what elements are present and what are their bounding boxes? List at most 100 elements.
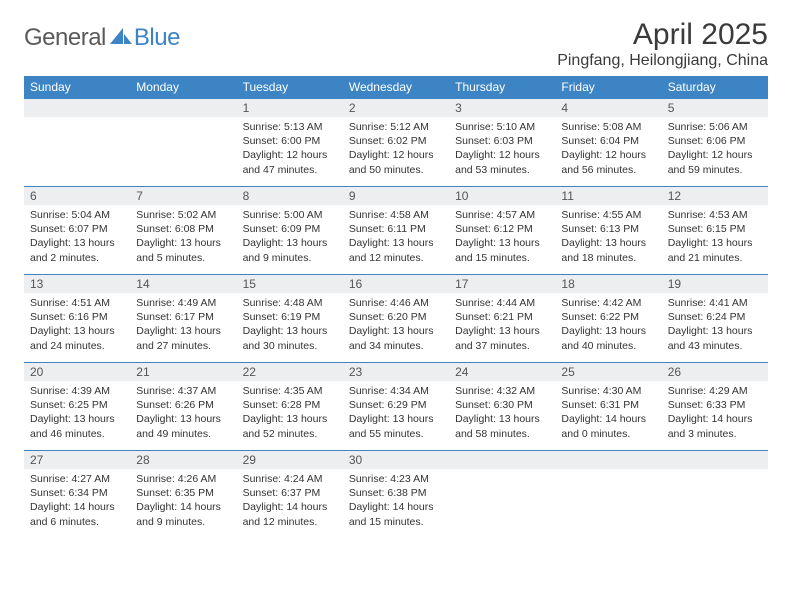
sunset-value: 6:11 PM — [387, 223, 425, 235]
sunset-label: Sunset: — [30, 311, 66, 323]
sunrise-line: Sunrise: 5:10 AM — [455, 120, 549, 134]
sunrise-label: Sunrise: — [668, 209, 707, 221]
sunrise-line: Sunrise: 4:27 AM — [30, 472, 124, 486]
day-details: Sunrise: 5:04 AMSunset: 6:07 PMDaylight:… — [24, 205, 130, 271]
sunset-line: Sunset: 6:16 PM — [30, 310, 124, 324]
daylight-line: Daylight: 13 hours and 9 minutes. — [243, 236, 337, 264]
dayhead-fri: Friday — [555, 76, 661, 99]
daylight-label: Daylight: — [561, 237, 602, 249]
sunrise-line: Sunrise: 4:46 AM — [349, 296, 443, 310]
daylight-label: Daylight: — [561, 149, 602, 161]
sunset-label: Sunset: — [136, 311, 172, 323]
calendar-cell: 18Sunrise: 4:42 AMSunset: 6:22 PMDayligh… — [555, 275, 661, 363]
day-details: Sunrise: 4:58 AMSunset: 6:11 PMDaylight:… — [343, 205, 449, 271]
sunset-label: Sunset: — [30, 399, 66, 411]
day-details: Sunrise: 4:37 AMSunset: 6:26 PMDaylight:… — [130, 381, 236, 447]
sunrise-value: 4:51 AM — [71, 297, 110, 309]
sunset-line: Sunset: 6:34 PM — [30, 486, 124, 500]
sunrise-label: Sunrise: — [243, 209, 282, 221]
day-details: Sunrise: 4:24 AMSunset: 6:37 PMDaylight:… — [237, 469, 343, 535]
sunset-line: Sunset: 6:28 PM — [243, 398, 337, 412]
sunrise-value: 4:41 AM — [709, 297, 748, 309]
sunset-line: Sunset: 6:38 PM — [349, 486, 443, 500]
sunset-label: Sunset: — [455, 311, 491, 323]
daylight-line: Daylight: 13 hours and 40 minutes. — [561, 324, 655, 352]
sunrise-label: Sunrise: — [349, 297, 388, 309]
daylight-label: Daylight: — [136, 237, 177, 249]
sunrise-value: 5:12 AM — [390, 121, 429, 133]
calendar-cell: 9Sunrise: 4:58 AMSunset: 6:11 PMDaylight… — [343, 187, 449, 275]
sunset-line: Sunset: 6:25 PM — [30, 398, 124, 412]
dayhead-wed: Wednesday — [343, 76, 449, 99]
sunrise-line: Sunrise: 4:24 AM — [243, 472, 337, 486]
calendar-cell: 25Sunrise: 4:30 AMSunset: 6:31 PMDayligh… — [555, 363, 661, 451]
daylight-line: Daylight: 13 hours and 30 minutes. — [243, 324, 337, 352]
calendar-cell: 4Sunrise: 5:08 AMSunset: 6:04 PMDaylight… — [555, 99, 661, 187]
sunrise-value: 5:13 AM — [284, 121, 323, 133]
daylight-line: Daylight: 13 hours and 52 minutes. — [243, 412, 337, 440]
daylight-label: Daylight: — [349, 413, 390, 425]
sunrise-value: 4:39 AM — [71, 385, 110, 397]
sunrise-label: Sunrise: — [561, 297, 600, 309]
sunrise-line: Sunrise: 5:00 AM — [243, 208, 337, 222]
sunset-value: 6:00 PM — [281, 135, 320, 147]
day-number-empty — [555, 451, 661, 469]
sunset-label: Sunset: — [136, 487, 172, 499]
calendar-cell: 8Sunrise: 5:00 AMSunset: 6:09 PMDaylight… — [237, 187, 343, 275]
page-header: General Blue April 2025 Pingfang, Heilon… — [24, 18, 768, 70]
sunrise-label: Sunrise: — [30, 209, 69, 221]
daylight-line: Daylight: 14 hours and 6 minutes. — [30, 500, 124, 528]
day-number: 20 — [24, 363, 130, 381]
sunrise-label: Sunrise: — [561, 121, 600, 133]
sunset-label: Sunset: — [136, 399, 172, 411]
sunrise-line: Sunrise: 4:49 AM — [136, 296, 230, 310]
calendar-cell: 3Sunrise: 5:10 AMSunset: 6:03 PMDaylight… — [449, 99, 555, 187]
daylight-line: Daylight: 12 hours and 56 minutes. — [561, 148, 655, 176]
daylight-line: Daylight: 14 hours and 3 minutes. — [668, 412, 762, 440]
sunset-line: Sunset: 6:17 PM — [136, 310, 230, 324]
sunrise-line: Sunrise: 5:12 AM — [349, 120, 443, 134]
calendar-cell: 29Sunrise: 4:24 AMSunset: 6:37 PMDayligh… — [237, 451, 343, 539]
daylight-line: Daylight: 12 hours and 47 minutes. — [243, 148, 337, 176]
day-number: 19 — [662, 275, 768, 293]
daylight-line: Daylight: 13 hours and 55 minutes. — [349, 412, 443, 440]
sunrise-label: Sunrise: — [561, 209, 600, 221]
sunset-value: 6:12 PM — [494, 223, 533, 235]
sunrise-label: Sunrise: — [668, 385, 707, 397]
sunrise-line: Sunrise: 4:23 AM — [349, 472, 443, 486]
sunset-value: 6:19 PM — [281, 311, 320, 323]
sunset-label: Sunset: — [243, 487, 279, 499]
day-details: Sunrise: 4:30 AMSunset: 6:31 PMDaylight:… — [555, 381, 661, 447]
day-details: Sunrise: 4:27 AMSunset: 6:34 PMDaylight:… — [24, 469, 130, 535]
sunrise-label: Sunrise: — [455, 209, 494, 221]
calendar-cell: 16Sunrise: 4:46 AMSunset: 6:20 PMDayligh… — [343, 275, 449, 363]
sunrise-label: Sunrise: — [30, 297, 69, 309]
daylight-line: Daylight: 13 hours and 46 minutes. — [30, 412, 124, 440]
sunset-line: Sunset: 6:21 PM — [455, 310, 549, 324]
calendar-week-row: 27Sunrise: 4:27 AMSunset: 6:34 PMDayligh… — [24, 451, 768, 539]
sunrise-value: 4:53 AM — [709, 209, 748, 221]
sunset-line: Sunset: 6:35 PM — [136, 486, 230, 500]
daylight-label: Daylight: — [668, 325, 709, 337]
sunset-value: 6:34 PM — [69, 487, 108, 499]
sunrise-label: Sunrise: — [668, 297, 707, 309]
day-details: Sunrise: 4:49 AMSunset: 6:17 PMDaylight:… — [130, 293, 236, 359]
dayhead-sun: Sunday — [24, 76, 130, 99]
daylight-label: Daylight: — [455, 149, 496, 161]
sunset-label: Sunset: — [243, 399, 279, 411]
sunset-label: Sunset: — [349, 487, 385, 499]
sunset-value: 6:33 PM — [706, 399, 745, 411]
calendar-cell: 10Sunrise: 4:57 AMSunset: 6:12 PMDayligh… — [449, 187, 555, 275]
sunrise-value: 4:58 AM — [390, 209, 429, 221]
sunset-label: Sunset: — [668, 223, 704, 235]
daylight-label: Daylight: — [349, 325, 390, 337]
day-details: Sunrise: 4:41 AMSunset: 6:24 PMDaylight:… — [662, 293, 768, 359]
sunrise-value: 4:23 AM — [390, 473, 429, 485]
calendar-cell: 12Sunrise: 4:53 AMSunset: 6:15 PMDayligh… — [662, 187, 768, 275]
day-details: Sunrise: 5:10 AMSunset: 6:03 PMDaylight:… — [449, 117, 555, 183]
sunset-value: 6:09 PM — [281, 223, 320, 235]
sunrise-value: 4:34 AM — [390, 385, 429, 397]
sunset-value: 6:20 PM — [387, 311, 426, 323]
daylight-label: Daylight: — [455, 325, 496, 337]
sunset-label: Sunset: — [243, 135, 279, 147]
